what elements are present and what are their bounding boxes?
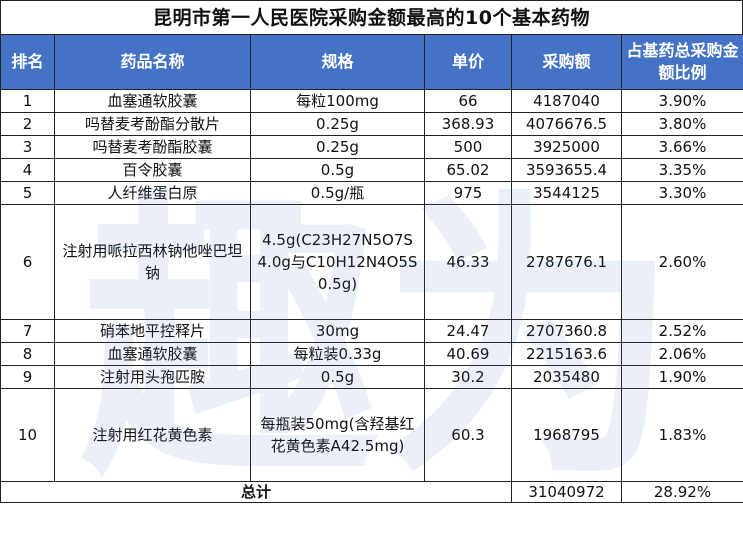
cell-name: 吗替麦考酚酯胶囊 <box>54 135 251 159</box>
cell-ratio: 2.06% <box>621 342 743 366</box>
cell-name: 百令胶囊 <box>54 158 251 182</box>
cell-rank: 3 <box>0 135 55 159</box>
table-row: 7 硝苯地平控释片 30mg 24.47 2707360.8 2.52% <box>0 319 743 343</box>
cell-rank: 4 <box>0 158 55 182</box>
cell-spec: 每粒装0.33g <box>250 342 425 366</box>
cell-price: 65.02 <box>424 158 512 182</box>
header-spec: 规格 <box>250 34 425 90</box>
total-amount: 31040972 <box>511 481 622 503</box>
cell-ratio: 3.66% <box>621 135 743 159</box>
table-row: 10 注射用红花黄色素 每瓶装50mg(含羟基红花黄色素A42.5mg) 60.… <box>0 388 743 482</box>
table-row: 4 百令胶囊 0.5g 65.02 3593655.4 3.35% <box>0 158 743 182</box>
cell-name: 注射用红花黄色素 <box>54 388 251 482</box>
cell-rank: 9 <box>0 365 55 389</box>
cell-price: 40.69 <box>424 342 512 366</box>
cell-amount: 3593655.4 <box>511 158 622 182</box>
cell-name: 人纤维蛋白原 <box>54 181 251 205</box>
table-title: 昆明市第一人民医院采购金额最高的10个基本药物 <box>0 0 743 34</box>
cell-rank: 5 <box>0 181 55 205</box>
cell-rank: 7 <box>0 319 55 343</box>
header-name: 药品名称 <box>54 34 251 90</box>
cell-ratio: 3.35% <box>621 158 743 182</box>
cell-ratio: 2.52% <box>621 319 743 343</box>
cell-spec: 0.5g <box>250 158 425 182</box>
cell-spec: 30mg <box>250 319 425 343</box>
cell-price: 975 <box>424 181 512 205</box>
cell-ratio: 3.80% <box>621 112 743 136</box>
cell-rank: 1 <box>0 89 55 113</box>
cell-amount: 2215163.6 <box>511 342 622 366</box>
cell-name: 吗替麦考酚酯分散片 <box>54 112 251 136</box>
cell-rank: 6 <box>0 204 55 320</box>
cell-ratio: 3.90% <box>621 89 743 113</box>
cell-spec: 0.25g <box>250 112 425 136</box>
header-row: 排名 药品名称 规格 单价 采购额 占基药总采购金额比例 <box>0 34 743 90</box>
cell-amount: 2035480 <box>511 365 622 389</box>
cell-price: 500 <box>424 135 512 159</box>
table-row: 8 血塞通软胶囊 每粒装0.33g 40.69 2215163.6 2.06% <box>0 342 743 366</box>
cell-rank: 2 <box>0 112 55 136</box>
cell-ratio: 3.30% <box>621 181 743 205</box>
cell-rank: 10 <box>0 388 55 482</box>
cell-amount: 4187040 <box>511 89 622 113</box>
cell-name: 血塞通软胶囊 <box>54 342 251 366</box>
drug-purchase-table: 排名 药品名称 规格 单价 采购额 占基药总采购金额比例 1 血塞通软胶囊 每粒… <box>0 34 743 503</box>
cell-spec: 0.5g <box>250 365 425 389</box>
cell-amount: 1968795 <box>511 388 622 482</box>
cell-price: 60.3 <box>424 388 512 482</box>
cell-price: 368.93 <box>424 112 512 136</box>
cell-price: 66 <box>424 89 512 113</box>
header-amount: 采购额 <box>511 34 622 90</box>
cell-amount: 3925000 <box>511 135 622 159</box>
table-row: 9 注射用头孢匹胺 0.5g 30.2 2035480 1.90% <box>0 365 743 389</box>
cell-spec: 每瓶装50mg(含羟基红花黄色素A42.5mg) <box>250 388 425 482</box>
cell-ratio: 2.60% <box>621 204 743 320</box>
header-rank: 排名 <box>0 34 55 90</box>
cell-ratio: 1.83% <box>621 388 743 482</box>
cell-name: 注射用头孢匹胺 <box>54 365 251 389</box>
cell-spec: 0.25g <box>250 135 425 159</box>
cell-rank: 8 <box>0 342 55 366</box>
cell-price: 30.2 <box>424 365 512 389</box>
table-row: 3 吗替麦考酚酯胶囊 0.25g 500 3925000 3.66% <box>0 135 743 159</box>
cell-amount: 3544125 <box>511 181 622 205</box>
cell-price: 24.47 <box>424 319 512 343</box>
cell-name: 硝苯地平控释片 <box>54 319 251 343</box>
cell-ratio: 1.90% <box>621 365 743 389</box>
cell-amount: 2787676.1 <box>511 204 622 320</box>
table-row: 5 人纤维蛋白原 0.5g/瓶 975 3544125 3.30% <box>0 181 743 205</box>
table-row: 2 吗替麦考酚酯分散片 0.25g 368.93 4076676.5 3.80% <box>0 112 743 136</box>
cell-amount: 2707360.8 <box>511 319 622 343</box>
cell-price: 46.33 <box>424 204 512 320</box>
total-ratio: 28.92% <box>621 481 743 503</box>
cell-name: 注射用哌拉西林钠他唑巴坦钠 <box>54 204 251 320</box>
cell-spec: 0.5g/瓶 <box>250 181 425 205</box>
table-row: 6 注射用哌拉西林钠他唑巴坦钠 4.5g(C23H27N5O7S 4.0g与C1… <box>0 204 743 320</box>
header-price: 单价 <box>424 34 512 90</box>
cell-spec: 4.5g(C23H27N5O7S 4.0g与C10H12N4O5S 0.5g) <box>250 204 425 320</box>
total-row: 总计 31040972 28.92% <box>0 481 743 503</box>
total-label: 总计 <box>0 481 512 503</box>
header-ratio: 占基药总采购金额比例 <box>621 34 743 90</box>
cell-spec: 每粒100mg <box>250 89 425 113</box>
cell-name: 血塞通软胶囊 <box>54 89 251 113</box>
cell-amount: 4076676.5 <box>511 112 622 136</box>
table-row: 1 血塞通软胶囊 每粒100mg 66 4187040 3.90% <box>0 89 743 113</box>
